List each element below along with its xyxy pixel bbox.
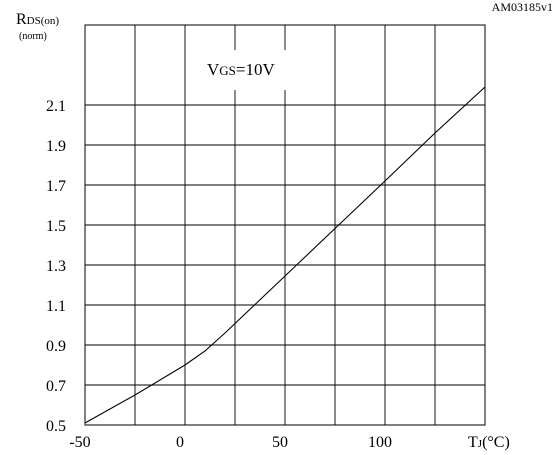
y-tick-labels: 0.5 0.7 0.9 1.1 1.3 1.5 1.7 1.9 2.1 (46, 98, 66, 435)
x-tick-label: 50 (272, 434, 288, 451)
x-axis-label-unit: (°C) (482, 434, 510, 451)
annotation-sub: GS (219, 63, 236, 78)
y-axis-label-sub: DS(on) (27, 15, 60, 27)
y-tick-label: 2.1 (46, 98, 66, 115)
x-axis-label-sub: J (478, 438, 483, 450)
x-tick-label: 0 (176, 434, 184, 451)
y-tick-label: 1.9 (46, 138, 66, 155)
series (84, 86, 486, 424)
y-tick-label: 0.5 (46, 418, 66, 435)
annotation-background (198, 50, 302, 90)
y-tick-label: 1.7 (46, 178, 66, 195)
y-axis-unit: (norm) (19, 31, 47, 42)
y-tick-label: 1.3 (46, 258, 66, 275)
annotation-main: V (207, 60, 220, 79)
y-tick-label: 1.1 (46, 298, 66, 315)
plot-area-frame (84, 24, 486, 426)
annotation-rest: =10V (236, 60, 276, 79)
figure-id: AM03185v1 (492, 0, 553, 14)
y-axis-label-main: R (16, 11, 27, 28)
grid (85, 25, 485, 425)
x-axis-label: TJ(°C) (468, 434, 510, 451)
y-tick-label: 0.7 (46, 378, 66, 395)
x-tick-label: -50 (69, 434, 90, 451)
y-tick-label: 0.9 (46, 338, 66, 355)
x-axis-label-main: T (468, 434, 478, 451)
series-line (84, 86, 486, 424)
annotation-label: VGS=10V (207, 60, 275, 79)
x-tick-label: 100 (368, 434, 392, 451)
y-tick-label: 1.5 (46, 218, 66, 235)
annotation-mask (198, 50, 302, 90)
x-tick-labels: -50 0 50 100 (69, 434, 392, 451)
y-axis-label: RDS(on) (16, 11, 59, 28)
